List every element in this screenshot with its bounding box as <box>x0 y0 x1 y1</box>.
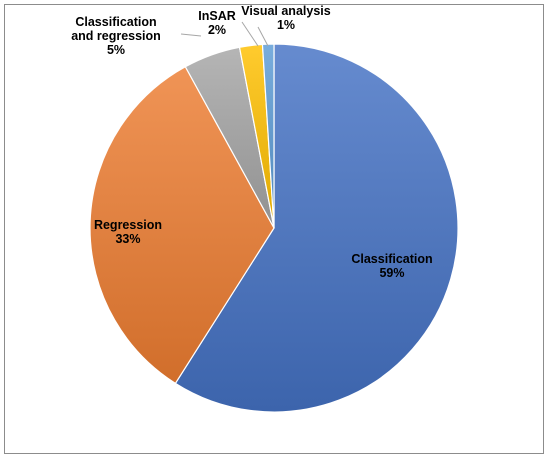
data-label-category: Visual analysis <box>241 4 330 18</box>
data-label-category: InSAR <box>198 9 236 23</box>
data-label: Regression 33% <box>94 218 162 246</box>
leader-line <box>180 33 202 37</box>
data-label-value: 59% <box>379 266 404 280</box>
data-label-category: and regression <box>71 29 161 43</box>
pie-slice-regression <box>89 65 275 385</box>
pie-slice-classification <box>174 43 459 413</box>
data-label-category: Classification <box>75 15 156 29</box>
pie-slice-visual-analysis <box>261 43 275 229</box>
data-label-value: 1% <box>277 18 295 32</box>
data-label: Classification and regression 5% <box>71 15 161 57</box>
leader-line <box>257 26 269 47</box>
data-label: InSAR 2% <box>198 9 236 37</box>
data-label-value: 33% <box>115 232 140 246</box>
data-label-value: 2% <box>208 23 226 37</box>
leader-line <box>241 21 259 47</box>
data-label: Visual analysis 1% <box>241 4 330 32</box>
data-label-value: 5% <box>107 43 125 57</box>
data-label: Classification 59% <box>351 252 432 280</box>
data-label-category: Regression <box>94 218 162 232</box>
data-label-category: Classification <box>351 252 432 266</box>
